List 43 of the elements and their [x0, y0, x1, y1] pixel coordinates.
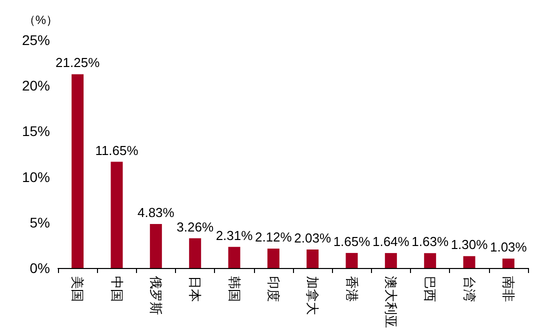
bar [384, 253, 397, 268]
x-tick-label: 香港 [344, 276, 360, 302]
x-tick-label: 日本 [188, 276, 203, 302]
bar [424, 253, 436, 268]
y-tick-label: 25% [22, 32, 50, 48]
data-label: 1.03% [490, 240, 528, 255]
y-axis-title: （%） [23, 13, 58, 27]
x-tick-label: 美国 [70, 276, 86, 302]
bar [463, 256, 476, 268]
x-tick-label: 俄罗斯 [148, 276, 164, 315]
bar [267, 248, 280, 268]
data-label: 1.63% [412, 234, 449, 250]
x-tick-label: 南非 [500, 276, 516, 302]
data-label: 3.26% [176, 219, 214, 234]
data-label: 2.31% [216, 228, 254, 243]
data-label: 1.64% [372, 234, 410, 250]
bar [189, 238, 202, 268]
x-tick-label: 加拿大 [305, 276, 320, 315]
x-tick-label: 印度 [266, 276, 281, 302]
bar [502, 258, 514, 268]
y-tick-label: 15% [22, 123, 50, 140]
data-label: 11.65% [95, 142, 139, 158]
data-label: 1.30% [450, 237, 488, 252]
y-tick-label: 20% [22, 78, 50, 94]
data-label: 2.03% [294, 230, 332, 246]
y-tick-label: 10% [22, 168, 50, 185]
bar [306, 249, 319, 268]
data-label: 1.65% [333, 234, 371, 249]
x-tick-label: 台湾 [462, 276, 477, 302]
x-tick-label: 韩国 [226, 276, 242, 302]
y-tick-label: 0% [30, 260, 50, 276]
x-tick-label: 中国 [109, 276, 124, 302]
bar [72, 74, 84, 268]
bar [228, 246, 240, 268]
data-label: 4.83% [137, 204, 175, 220]
bar [346, 252, 358, 268]
x-tick-label: 澳大利亚 [383, 276, 398, 328]
data-label: 2.12% [254, 230, 292, 245]
data-label: 21.25% [56, 55, 100, 70]
x-tick-label: 巴西 [422, 276, 438, 302]
bar [150, 224, 162, 268]
bar [110, 162, 123, 268]
y-tick-label: 5% [30, 214, 50, 230]
